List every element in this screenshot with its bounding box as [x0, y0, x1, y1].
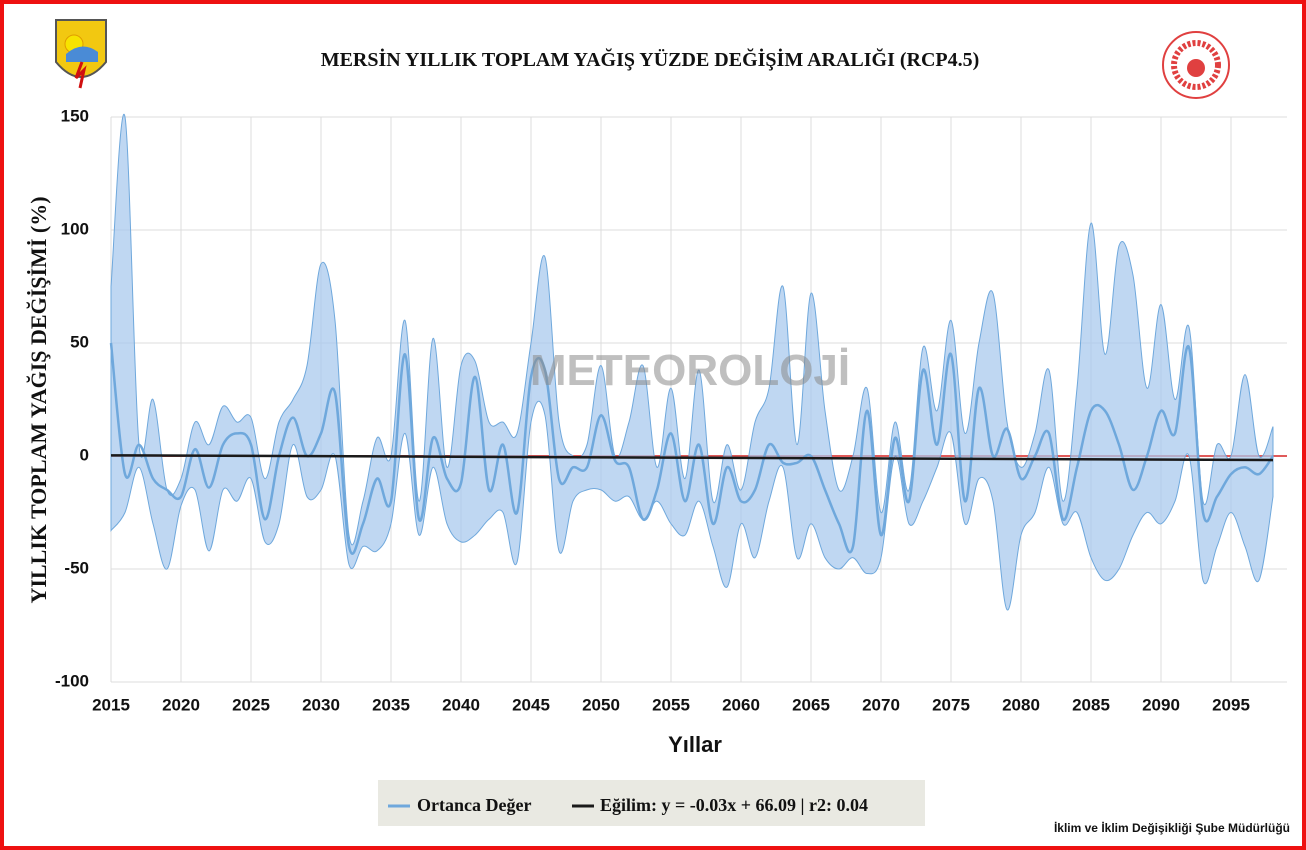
y-axis-label: YILLIK TOPLAM YAĞIŞ DEĞİŞİMİ (%): [26, 196, 51, 603]
right-logo: [1163, 32, 1229, 98]
x-tick-label: 2035: [372, 695, 410, 714]
y-tick-label: -100: [55, 671, 89, 690]
x-tick-label: 2090: [1142, 695, 1180, 714]
x-tick-label: 2060: [722, 695, 760, 714]
legend-label: Ortanca Değer: [417, 795, 531, 815]
watermark: METEOROLOJİ: [530, 346, 850, 395]
legend-label: Eğilim: y = -0.03x + 66.09 | r2: 0.04: [600, 795, 868, 815]
x-tick-label: 2045: [512, 695, 550, 714]
x-axis-label: Yıllar: [668, 732, 722, 757]
x-tick-label: 2095: [1212, 695, 1250, 714]
chart: MERSİN YILLIK TOPLAM YAĞIŞ YÜZDE DEĞİŞİM…: [0, 0, 1306, 850]
y-tick-label: 50: [70, 332, 89, 351]
y-tick-label: 150: [61, 106, 89, 125]
x-tick-label: 2050: [582, 695, 620, 714]
x-tick-label: 2085: [1072, 695, 1110, 714]
x-tick-label: 2075: [932, 695, 970, 714]
x-tick-label: 2030: [302, 695, 340, 714]
x-tick-label: 2065: [792, 695, 830, 714]
y-tick-label: 0: [80, 445, 89, 464]
x-tick-label: 2040: [442, 695, 480, 714]
y-tick-label: -50: [64, 558, 89, 577]
x-tick-label: 2055: [652, 695, 690, 714]
footer: İklim ve İklim Değişikliği Şube Müdürlüğ…: [1054, 820, 1290, 835]
x-tick-label: 2070: [862, 695, 900, 714]
page: MERSİN YILLIK TOPLAM YAĞIŞ YÜZDE DEĞİŞİM…: [0, 0, 1306, 850]
chart-title: MERSİN YILLIK TOPLAM YAĞIŞ YÜZDE DEĞİŞİM…: [321, 47, 980, 71]
x-tick-label: 2025: [232, 695, 270, 714]
x-tick-label: 2080: [1002, 695, 1040, 714]
x-tick-label: 2020: [162, 695, 200, 714]
y-tick-label: 100: [61, 219, 89, 238]
x-tick-label: 2015: [92, 695, 130, 714]
